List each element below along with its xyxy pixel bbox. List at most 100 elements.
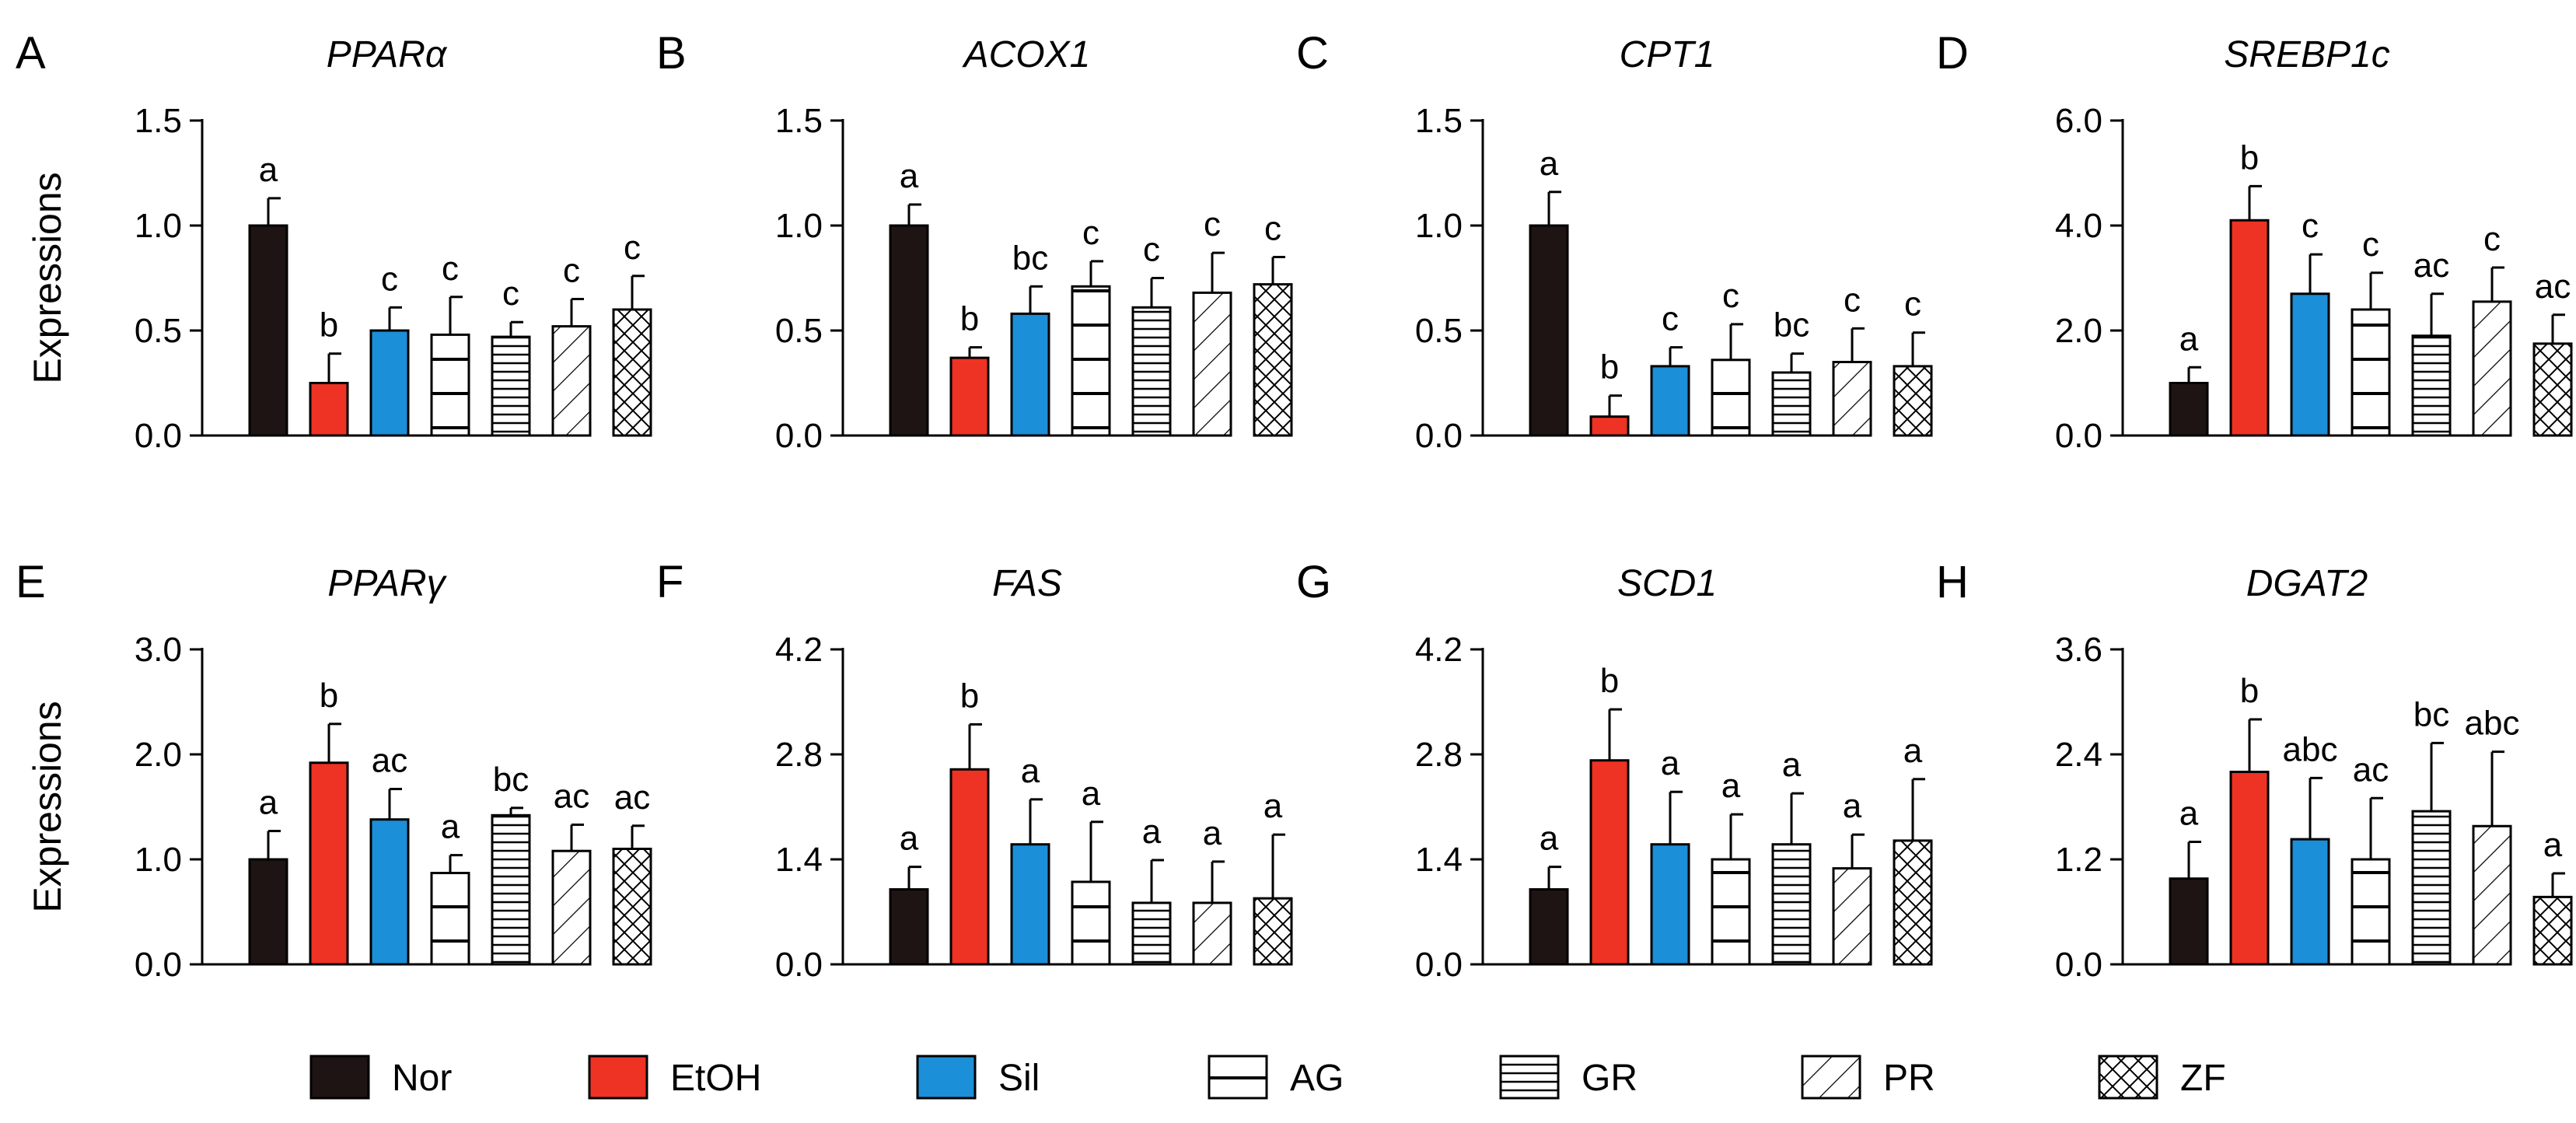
y-tick-label: 1.5	[135, 102, 182, 140]
y-tick-label: 4.2	[775, 631, 823, 669]
significance-label: a	[1540, 145, 1559, 183]
legend-item-gr: GR	[1499, 1055, 1638, 1100]
y-tick-label: 1.2	[2055, 841, 2102, 879]
chart-title: SCD1	[1617, 563, 1717, 604]
y-tick-label: 2.4	[2055, 736, 2102, 774]
chart-title: PPARα	[327, 34, 448, 75]
bar-zf	[1893, 365, 1933, 437]
legend: Nor EtOH Sil AG GR PR ZF	[309, 1055, 2226, 1100]
bar-nor	[1529, 888, 1569, 966]
bar-zf	[1253, 897, 1293, 966]
bar-pr	[2472, 824, 2512, 966]
bar-ag	[430, 872, 470, 966]
significance-label: a	[2179, 795, 2199, 833]
bar-ag	[1071, 285, 1111, 437]
significance-label: c	[1264, 210, 1281, 248]
bar-zf	[2532, 342, 2573, 437]
significance-label: a	[1082, 775, 1101, 813]
bar-zf	[1253, 283, 1293, 437]
significance-label: c	[1143, 231, 1160, 269]
significance-label: c	[1662, 300, 1679, 338]
bar-nor	[248, 224, 288, 437]
bar-ag	[2351, 308, 2391, 437]
significance-label: a	[1540, 820, 1559, 858]
y-tick-label: 0.0	[2055, 946, 2102, 984]
y-tick-label: 1.5	[1415, 102, 1463, 140]
y-tick-label: 2.8	[1415, 736, 1463, 774]
panel-letter: B	[656, 28, 687, 79]
y-tick-label: 3.6	[2055, 631, 2102, 669]
bar-etoh	[2229, 771, 2270, 966]
bar-sil	[1010, 843, 1050, 966]
chart-title: PPARγ	[327, 563, 447, 604]
significance-label: a	[2543, 826, 2563, 864]
legend-label: Nor	[392, 1058, 452, 1099]
bar-sil	[1010, 312, 1050, 437]
legend-swatch	[309, 1055, 370, 1100]
legend-label: PR	[1883, 1058, 1935, 1099]
bar-pr	[1192, 901, 1232, 966]
panel-A: A PPARα Expressions 0.0 0.5 1.0 1.5 a b c c c c c	[16, 28, 652, 455]
y-tick-label: 0.5	[775, 312, 823, 350]
legend-label: ZF	[2180, 1058, 2226, 1099]
significance-label: c	[381, 260, 398, 298]
bar-gr	[2411, 810, 2452, 966]
legend-item-zf: ZF	[2098, 1055, 2226, 1100]
significance-label: a	[1782, 746, 1802, 784]
bar-etoh	[1589, 759, 1630, 966]
bar-etoh	[309, 761, 349, 966]
legend-swatch	[1801, 1055, 1861, 1100]
y-tick-label: 0.0	[135, 417, 182, 455]
y-tick-label: 4.2	[1415, 631, 1463, 669]
bar-zf	[612, 848, 652, 966]
significance-label: a	[1142, 813, 1162, 851]
significance-label: b	[1600, 348, 1619, 387]
bar-nor	[1529, 224, 1569, 437]
bar-etoh	[309, 382, 349, 437]
legend-swatch	[916, 1055, 977, 1100]
significance-label: a	[1721, 767, 1741, 805]
significance-label: b	[2240, 672, 2259, 710]
bar-etoh	[949, 356, 990, 437]
bar-gr	[1131, 901, 1172, 966]
chart-title: CPT1	[1620, 34, 1715, 75]
bar-pr	[1832, 361, 1872, 437]
significance-label: b	[2240, 138, 2259, 177]
legend-item-sil: Sil	[916, 1055, 1040, 1100]
y-tick-label: 1.4	[1415, 841, 1463, 879]
significance-label: a	[2179, 320, 2199, 358]
y-tick-label: 1.4	[775, 841, 823, 879]
significance-label: a	[1021, 752, 1040, 790]
significance-label: ac	[372, 742, 407, 780]
y-tick-label: 0.0	[1415, 946, 1463, 984]
panel-letter: D	[1936, 28, 1969, 79]
bar-pr	[551, 849, 592, 966]
bar-ag	[2351, 858, 2391, 966]
significance-label: a	[1843, 787, 1862, 825]
legend-swatch	[2098, 1055, 2158, 1100]
bar-sil	[1650, 843, 1690, 966]
significance-label: ac	[554, 777, 589, 815]
y-tick-label: 0.5	[1415, 312, 1463, 350]
y-tick-label: 0.0	[775, 946, 823, 984]
significance-label: abc	[2283, 730, 2338, 768]
y-tick-label: 0.0	[135, 946, 182, 984]
significance-label: a	[441, 808, 460, 846]
y-tick-label: 2.0	[135, 736, 182, 774]
y-tick-label: 1.0	[135, 207, 182, 245]
bar-sil	[369, 818, 410, 966]
legend-item-etoh: EtOH	[588, 1055, 761, 1100]
significance-label: c	[1904, 285, 1921, 324]
significance-label: ac	[2413, 247, 2449, 285]
significance-label: b	[960, 677, 979, 715]
significance-label: a	[1903, 732, 1923, 770]
y-tick-label: 0.0	[775, 417, 823, 455]
legend-item-ag: AG	[1208, 1055, 1344, 1100]
legend-swatch	[1208, 1055, 1268, 1100]
bar-ag	[1711, 858, 1751, 966]
y-tick-label: 2.0	[2055, 312, 2102, 350]
